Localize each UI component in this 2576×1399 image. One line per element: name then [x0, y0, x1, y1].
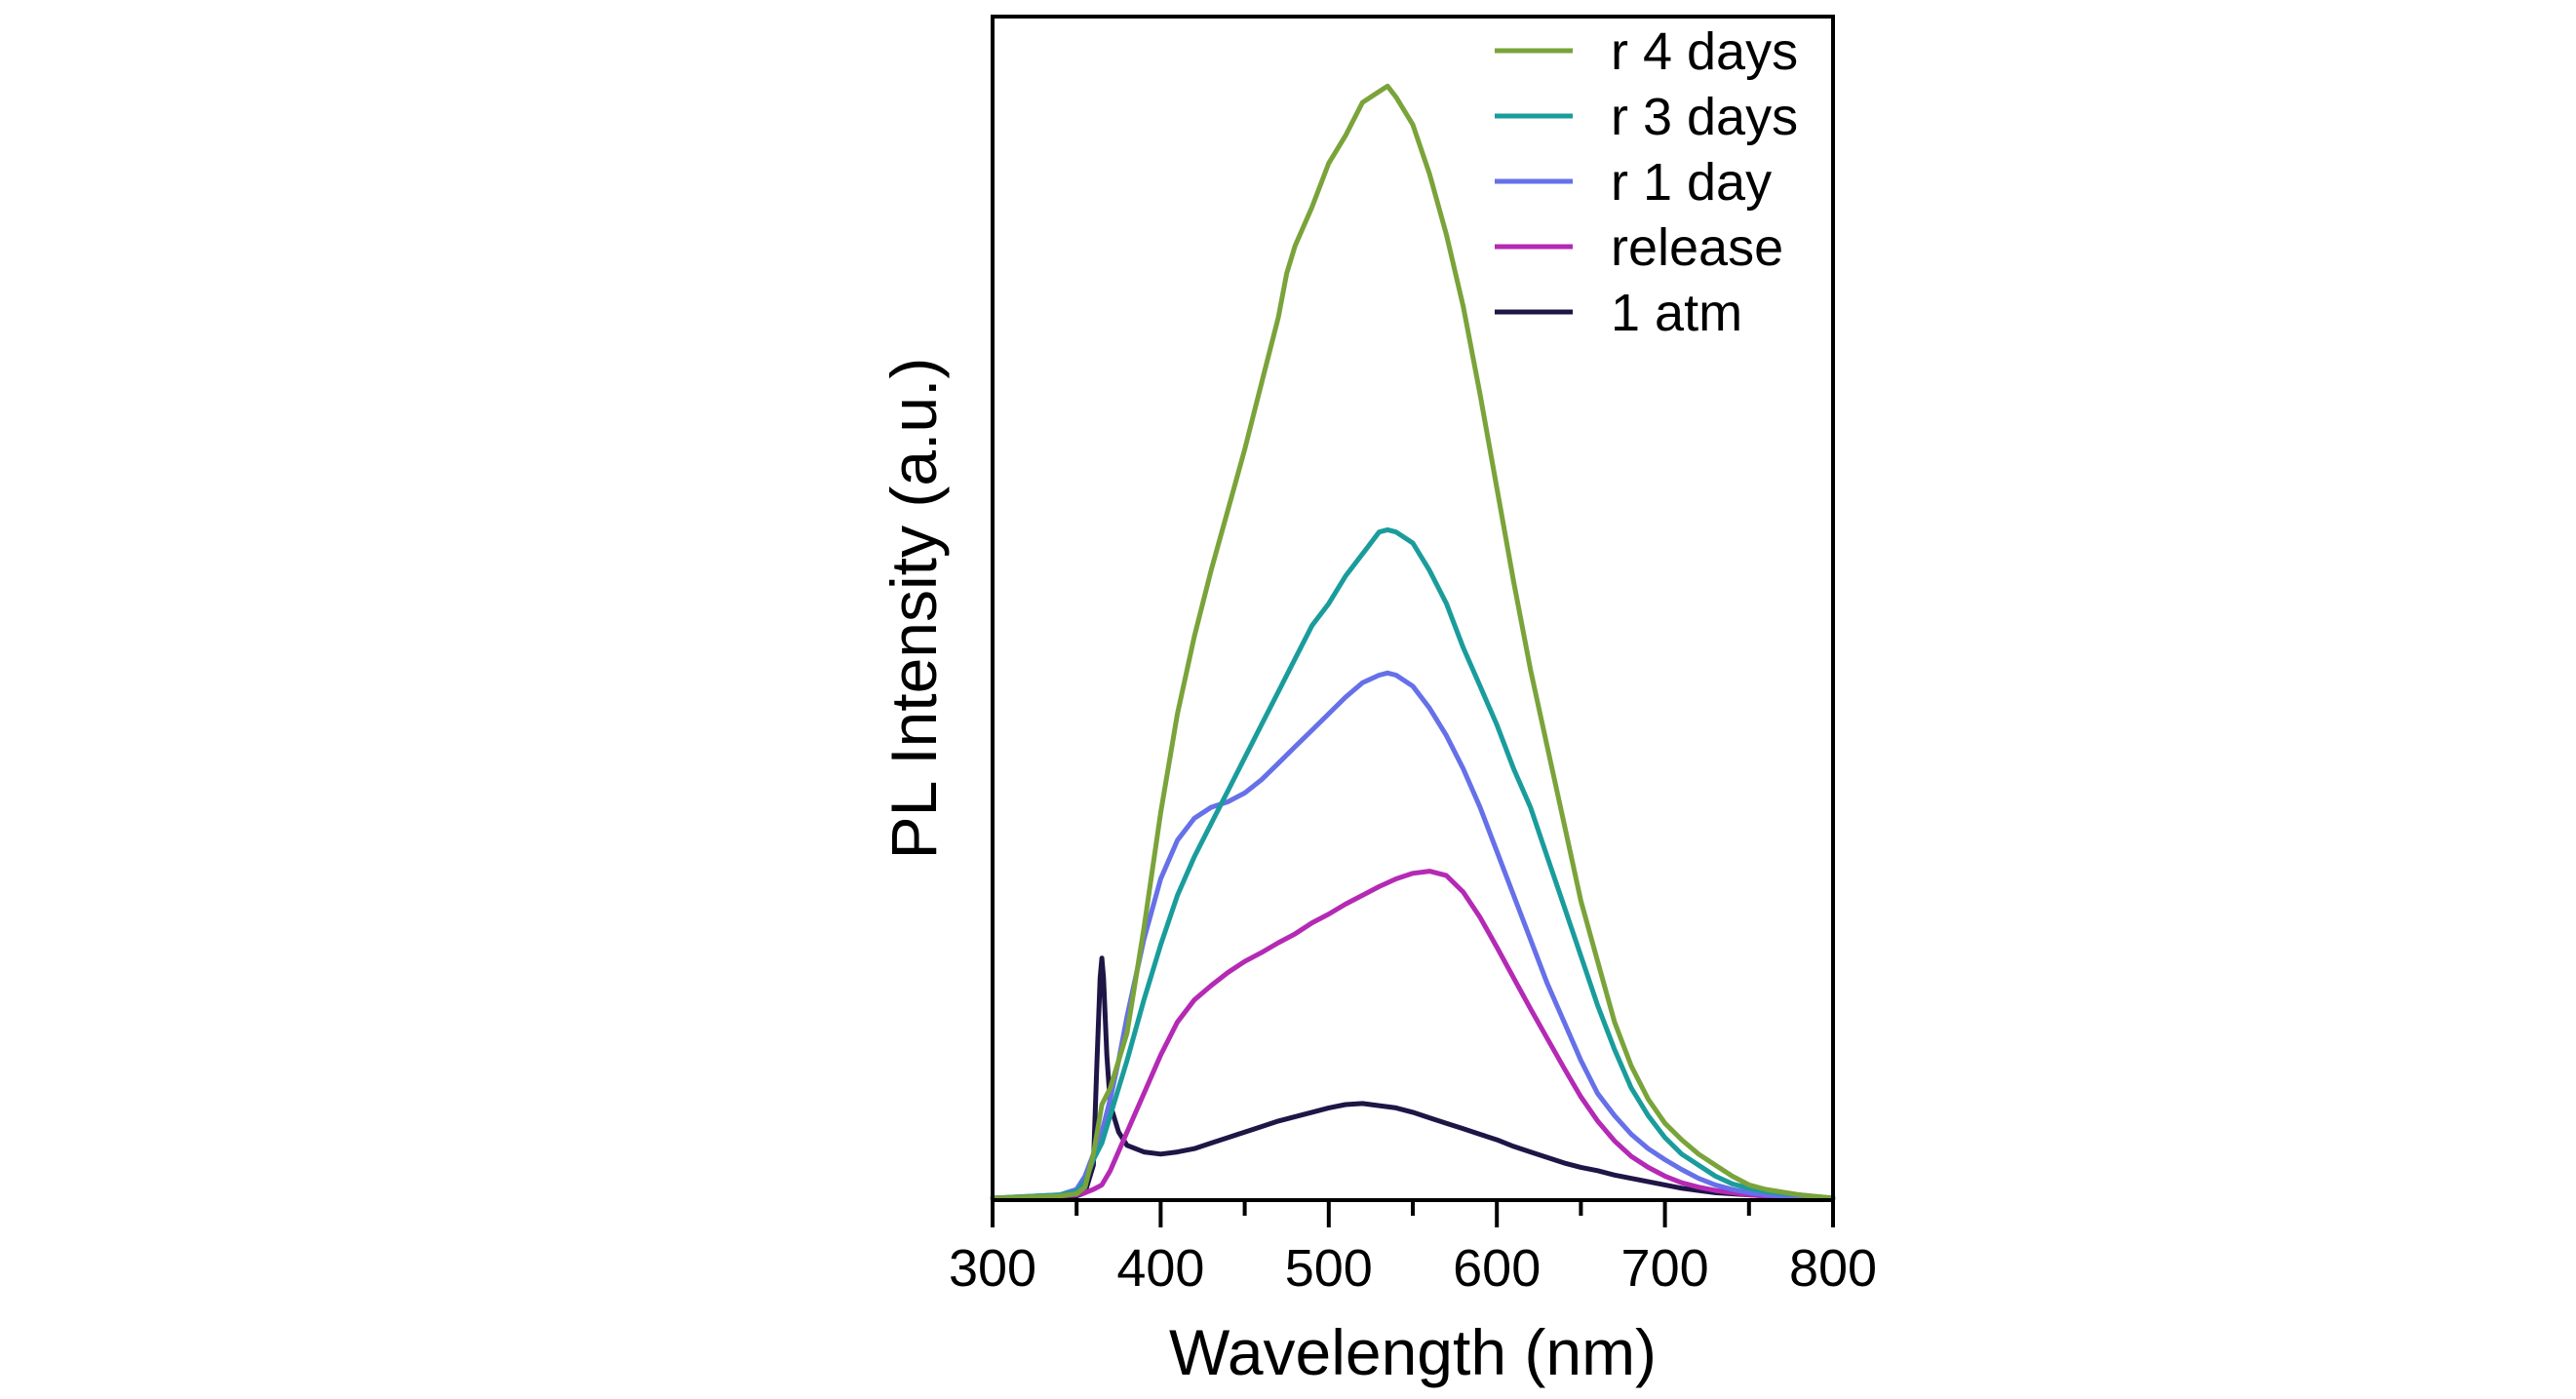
x-tick-label: 800: [1789, 1239, 1877, 1298]
x-tick-label: 400: [1116, 1239, 1204, 1298]
legend-label-release: release: [1611, 218, 1783, 277]
legend-label-1-atm: 1 atm: [1611, 284, 1742, 342]
series-line-release: [990, 869, 1836, 1201]
series-layer: [990, 83, 1836, 1201]
x-axis-title: Wavelength (nm): [1169, 1316, 1657, 1388]
x-axis-ticks: 300 400 500 600 700 800: [949, 1200, 1877, 1298]
x-tick-label: 500: [1285, 1239, 1373, 1298]
legend-label-r-4-days: r 4 days: [1611, 22, 1798, 81]
y-axis-title: PL Intensity (a.u.): [878, 358, 950, 860]
x-tick-label: 600: [1453, 1239, 1541, 1298]
x-tick-label: 300: [949, 1239, 1036, 1298]
legend-label-r-1-day: r 1 day: [1611, 153, 1772, 212]
series-line-r-3-days: [990, 526, 1836, 1201]
legend: r 4 days r 3 days r 1 day release 1 atm: [1495, 22, 1798, 342]
series-line-1-atm: [990, 955, 1836, 1201]
series-line-r-4-days: [990, 83, 1836, 1201]
legend-label-r-3-days: r 3 days: [1611, 88, 1798, 146]
x-tick-label: 700: [1621, 1239, 1709, 1298]
series-line-r-1-day: [990, 670, 1836, 1201]
